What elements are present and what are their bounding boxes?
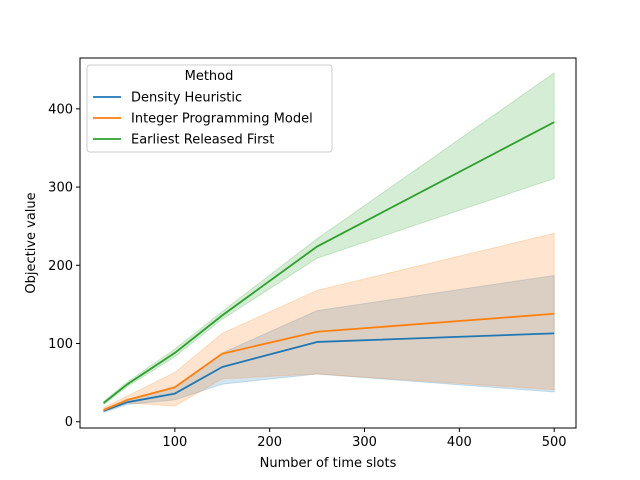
legend-label-integer-programming-model: Integer Programming Model bbox=[131, 112, 313, 127]
legend-label-earliest-released-first: Earliest Released First bbox=[131, 133, 274, 148]
y-axis-label: Objective value bbox=[24, 192, 39, 293]
line-integer-programming-model bbox=[103, 312, 555, 411]
y-tick-label: 0 bbox=[65, 415, 73, 430]
y-tick-label: 400 bbox=[48, 102, 73, 117]
x-tick-label: 200 bbox=[257, 435, 282, 450]
band-integer-programming-model bbox=[103, 232, 555, 413]
plot-frame bbox=[79, 57, 577, 429]
y-tick-label: 200 bbox=[48, 259, 73, 274]
line-earliest-released-first bbox=[103, 121, 555, 404]
legend: Method Density Heuristic Integer Programm… bbox=[86, 64, 333, 153]
legend-label-density-heuristic: Density Heuristic bbox=[131, 91, 242, 106]
x-tick-label: 500 bbox=[542, 435, 567, 450]
legend-title: Method bbox=[185, 69, 234, 84]
y-axis-ticks: 0 100 200 300 400 bbox=[48, 102, 80, 430]
x-tick-label: 100 bbox=[162, 435, 187, 450]
x-tick-label: 300 bbox=[352, 435, 377, 450]
series-lines bbox=[103, 121, 555, 412]
line-density-heuristic bbox=[103, 332, 555, 412]
x-axis-ticks: 100 200 300 400 500 bbox=[162, 428, 567, 450]
x-axis-label: Number of time slots bbox=[260, 456, 397, 471]
legend-entries: Density Heuristic Integer Programming Mod… bbox=[93, 91, 313, 148]
band-earliest-released-first bbox=[103, 71, 555, 406]
y-tick-label: 300 bbox=[48, 181, 73, 196]
confidence-bands bbox=[103, 71, 555, 414]
legend-box bbox=[86, 64, 333, 153]
x-tick-label: 400 bbox=[447, 435, 472, 450]
y-tick-label: 100 bbox=[48, 337, 73, 352]
